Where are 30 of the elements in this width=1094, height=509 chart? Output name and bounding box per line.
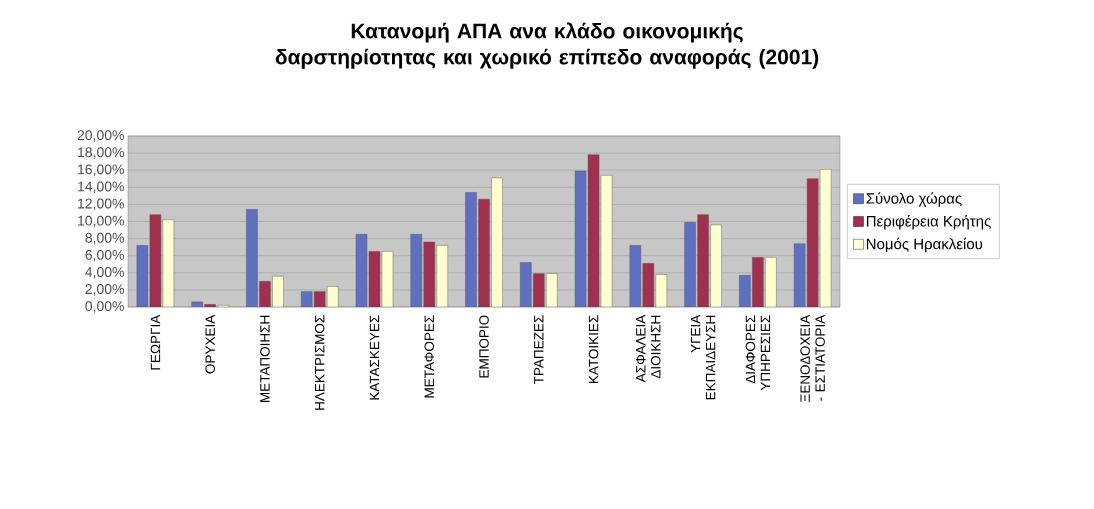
x-tick-label: ΜΕΤΑΠΟΙΗΣΗ [260,315,270,402]
x-tick-label: ΥΓΕΙΑ ΕΚΠΑΙΔΕΥΣΗ [690,314,716,400]
y-tick-label: 18,00% [78,147,124,159]
y-tick-label: 16,00% [78,164,124,176]
x-tick-label: ΚΑΤΟΙΚΙΕΣ [588,315,599,384]
legend-label: Σύνολο χώρας [866,192,962,207]
x-tick-label: ΓΕΩΡΓΙΑ [150,314,161,370]
x-tick-label: ΗΛΕΚΤΡΙΣΜΟΣ [314,315,325,410]
y-tick-label: 10,00% [78,215,124,228]
x-tick-label: ΚΑΤΑΣΚΕΥΕΣ [369,315,380,400]
legend-label: Περιφέρεια Κρήτης [866,215,991,230]
y-tick-label: 4,00% [85,267,124,279]
y-tick-label: 0,00% [85,301,124,313]
x-tick-label: ΔΙΑΦΟΡΕΣ ΥΠΗΡΕΣΙΕΣ [745,315,771,391]
chart-title: Κατανομή ΑΠΑ ανα κλάδο οικονομικής δαρστηρίοτητας και χωρικό επίπεδο αναφοράς (2001) [275,22,819,69]
bar [246,209,258,307]
y-tick-label: 14,00% [78,181,124,194]
y-tick-label: 8,00% [85,232,124,245]
x-tick-label: ΤΡΑΠΕΖΕΣ [534,315,544,385]
x-tick-label: ΕΜΠΟΡΙΟ [479,315,489,378]
bar [465,192,477,307]
legend-label: Νομός Ηρακλείου [866,237,983,253]
y-tick-label: 12,00% [78,198,124,211]
y-tick-label: 6,00% [85,249,124,262]
x-tick-label: ΑΣΦΑΛΕΙΑ ΔΙΟΙΚΗΣΗ [636,314,661,383]
y-tick-label: 20,00% [77,130,124,142]
x-tick-label: ΟΡΥΧΕΙΑ [205,314,215,374]
y-tick-label: 2,00% [85,284,124,296]
x-tick-label: ΜΕΤΑΦΟΡΕΣ [424,315,435,398]
x-tick-label: ΞΕΝΟΔΟΧΕΙΑ - ΕΣΤΙΑΤΟΡΙΑ [800,314,825,402]
